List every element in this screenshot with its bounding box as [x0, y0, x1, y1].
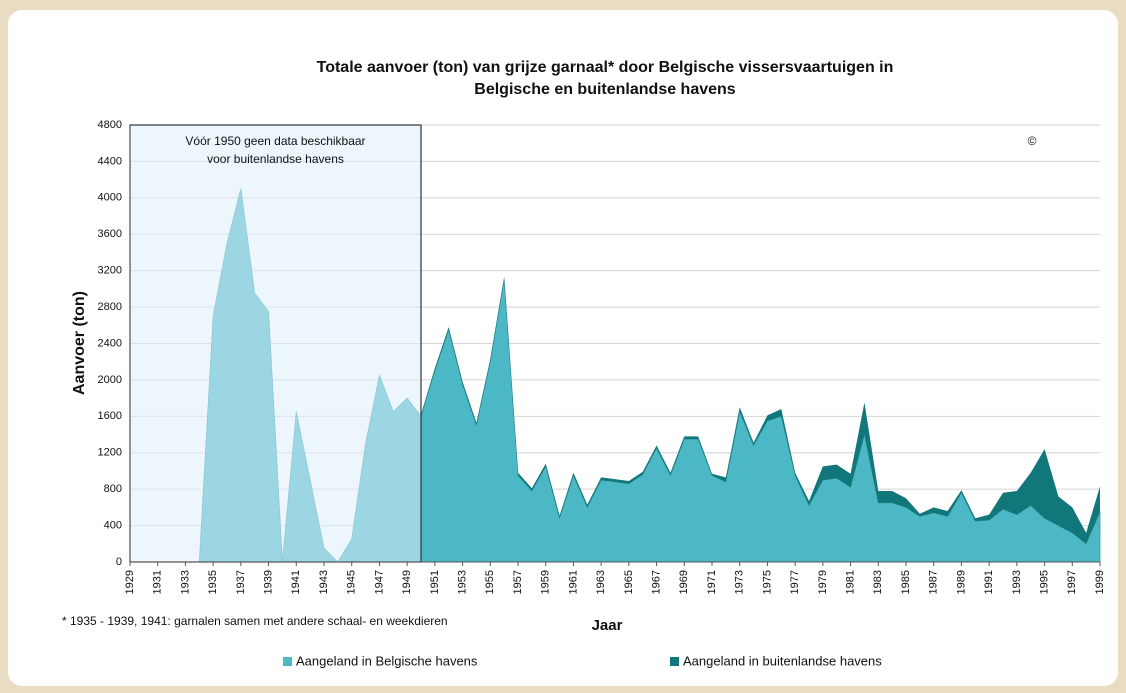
- y-tick-label: 2800: [98, 301, 122, 313]
- y-tick-label: 800: [104, 483, 122, 495]
- y-tick-label: 3600: [98, 228, 122, 240]
- y-tick-label: 1200: [98, 447, 122, 459]
- legend-label: Aangeland in Belgische havens: [296, 653, 478, 668]
- x-tick-label: 1997: [1066, 570, 1078, 594]
- x-tick-label: 1989: [955, 570, 967, 594]
- x-tick-label: 1971: [706, 570, 718, 594]
- x-tick-label: 1995: [1038, 570, 1050, 594]
- x-tick-label: 1977: [789, 570, 801, 594]
- y-tick-label: 0: [116, 556, 122, 568]
- annotation: voor buitenlandse havens: [207, 152, 344, 166]
- y-tick-label: 4000: [98, 192, 122, 204]
- annotation-box: [129, 124, 422, 563]
- x-tick-label: 1987: [928, 570, 940, 594]
- x-tick-label: 1939: [262, 570, 274, 594]
- x-tick-label: 1963: [595, 570, 607, 594]
- x-tick-label: 1985: [900, 570, 912, 594]
- chart-title: Belgische en buitenlandse havens: [474, 81, 736, 98]
- x-tick-label: 1937: [235, 570, 247, 594]
- x-tick-label: 1969: [678, 570, 690, 594]
- x-tick-label: 1993: [1011, 570, 1023, 594]
- x-tick-label: 1959: [540, 570, 552, 594]
- x-tick-label: 1931: [152, 570, 164, 594]
- y-tick-label: 4400: [98, 155, 122, 167]
- legend-swatch: [283, 657, 292, 666]
- x-tick-label: 1935: [207, 570, 219, 594]
- x-tick-label: 1975: [761, 570, 773, 594]
- x-tick-label: 1945: [346, 570, 358, 594]
- x-tick-label: 1947: [373, 570, 385, 594]
- x-tick-label: 1957: [512, 570, 524, 594]
- x-tick-label: 1929: [124, 570, 136, 594]
- x-tick-label: 1961: [567, 570, 579, 594]
- x-tick-label: 1979: [817, 570, 829, 594]
- x-axis-label: Jaar: [592, 617, 623, 634]
- y-tick-label: 2000: [98, 374, 122, 386]
- annotation: Vóór 1950 geen data beschikbaar: [185, 134, 365, 148]
- x-tick-label: 1967: [650, 570, 662, 594]
- y-tick-label: 4800: [98, 119, 122, 131]
- x-tick-label: 1933: [179, 570, 191, 594]
- x-tick-label: 1965: [623, 570, 635, 594]
- x-tick-label: 1943: [318, 570, 330, 594]
- x-tick-label: 1953: [456, 570, 468, 594]
- footnote: * 1935 - 1939, 1941: garnalen samen met …: [62, 614, 448, 628]
- x-tick-label: 1999: [1094, 570, 1106, 594]
- y-tick-label: 3200: [98, 265, 122, 277]
- legend-swatch: [670, 657, 679, 666]
- y-tick-label: 400: [104, 519, 122, 531]
- copyright: ©: [1028, 134, 1037, 148]
- x-tick-label: 1949: [401, 570, 413, 594]
- x-tick-label: 1955: [484, 570, 496, 594]
- x-tick-label: 1973: [734, 570, 746, 594]
- x-tick-label: 1981: [844, 570, 856, 594]
- x-tick-label: 1991: [983, 570, 995, 594]
- y-axis-label: Aanvoer (ton): [71, 291, 88, 395]
- y-tick-label: 2400: [98, 337, 122, 349]
- y-tick-label: 1600: [98, 410, 122, 422]
- legend-label: Aangeland in buitenlandse havens: [683, 653, 882, 668]
- x-tick-label: 1983: [872, 570, 884, 594]
- chart-title: Totale aanvoer (ton) van grijze garnaal*…: [317, 59, 894, 76]
- x-tick-label: 1941: [290, 570, 302, 594]
- x-tick-label: 1951: [429, 570, 441, 594]
